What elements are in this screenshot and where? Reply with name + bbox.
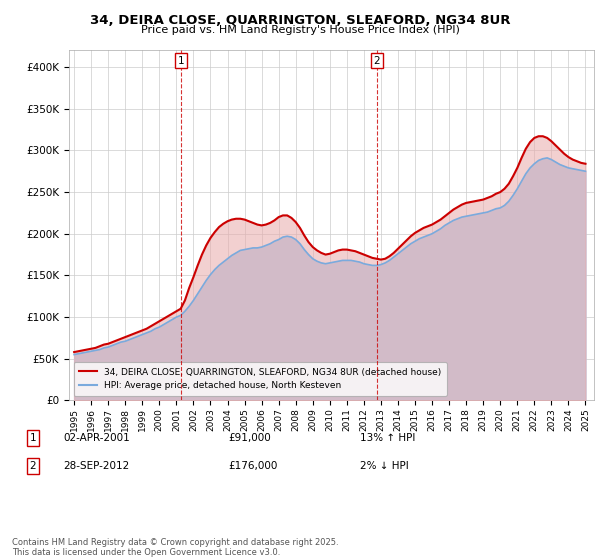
Text: 2% ↓ HPI: 2% ↓ HPI xyxy=(360,461,409,471)
Text: 2: 2 xyxy=(29,461,37,471)
Text: 28-SEP-2012: 28-SEP-2012 xyxy=(63,461,129,471)
Legend: 34, DEIRA CLOSE, QUARRINGTON, SLEAFORD, NG34 8UR (detached house), HPI: Average : 34, DEIRA CLOSE, QUARRINGTON, SLEAFORD, … xyxy=(74,362,447,396)
Text: £176,000: £176,000 xyxy=(228,461,277,471)
Text: 02-APR-2001: 02-APR-2001 xyxy=(63,433,130,443)
Text: Price paid vs. HM Land Registry's House Price Index (HPI): Price paid vs. HM Land Registry's House … xyxy=(140,25,460,35)
Text: 1: 1 xyxy=(178,55,184,66)
Text: 13% ↑ HPI: 13% ↑ HPI xyxy=(360,433,415,443)
Text: 1: 1 xyxy=(29,433,37,443)
Text: Contains HM Land Registry data © Crown copyright and database right 2025.
This d: Contains HM Land Registry data © Crown c… xyxy=(12,538,338,557)
Text: 2: 2 xyxy=(373,55,380,66)
Text: £91,000: £91,000 xyxy=(228,433,271,443)
Text: 34, DEIRA CLOSE, QUARRINGTON, SLEAFORD, NG34 8UR: 34, DEIRA CLOSE, QUARRINGTON, SLEAFORD, … xyxy=(90,14,510,27)
